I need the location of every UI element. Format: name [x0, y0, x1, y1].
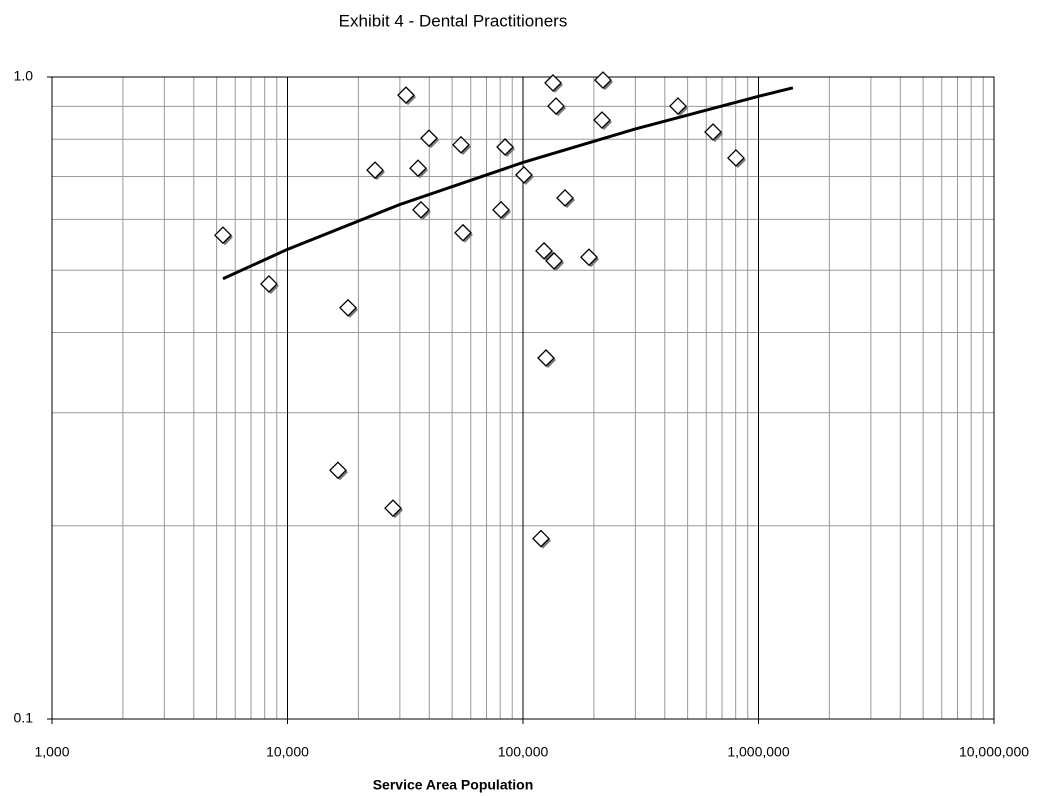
point	[260, 275, 278, 293]
plot-border	[51, 76, 995, 720]
point	[420, 129, 438, 148]
y-tick-label: 0.1	[14, 710, 34, 726]
point	[727, 149, 745, 167]
point	[544, 73, 562, 92]
point	[492, 200, 510, 219]
y-tick-label: 1.0	[14, 68, 34, 84]
trend-line	[222, 86, 794, 281]
point	[535, 241, 553, 260]
point	[366, 161, 384, 180]
point	[556, 189, 574, 207]
x-axis-label: Service Area Population	[373, 777, 534, 793]
point	[532, 529, 550, 548]
point	[704, 123, 722, 141]
point	[384, 499, 402, 518]
point	[580, 248, 598, 267]
point	[452, 135, 470, 154]
point	[594, 71, 612, 90]
point	[412, 200, 430, 219]
point	[339, 298, 357, 317]
point	[329, 461, 347, 480]
x-tick-label: 100,000	[498, 744, 549, 760]
chart-title: Exhibit 4 - Dental Practitioners	[339, 11, 568, 30]
point	[545, 252, 563, 270]
point	[454, 223, 472, 242]
x-tick-label: 10,000	[266, 744, 309, 760]
x-tick-label: 1,000,000	[727, 744, 789, 760]
point	[537, 349, 555, 367]
point	[409, 159, 427, 178]
point	[514, 165, 533, 184]
point	[547, 97, 565, 115]
x-tick-label: 1,000	[34, 744, 69, 760]
point	[496, 138, 514, 156]
point	[593, 111, 611, 129]
point	[214, 226, 232, 245]
point	[669, 97, 687, 115]
point	[397, 86, 415, 105]
x-tick-label: 10,000,000	[959, 744, 1029, 760]
